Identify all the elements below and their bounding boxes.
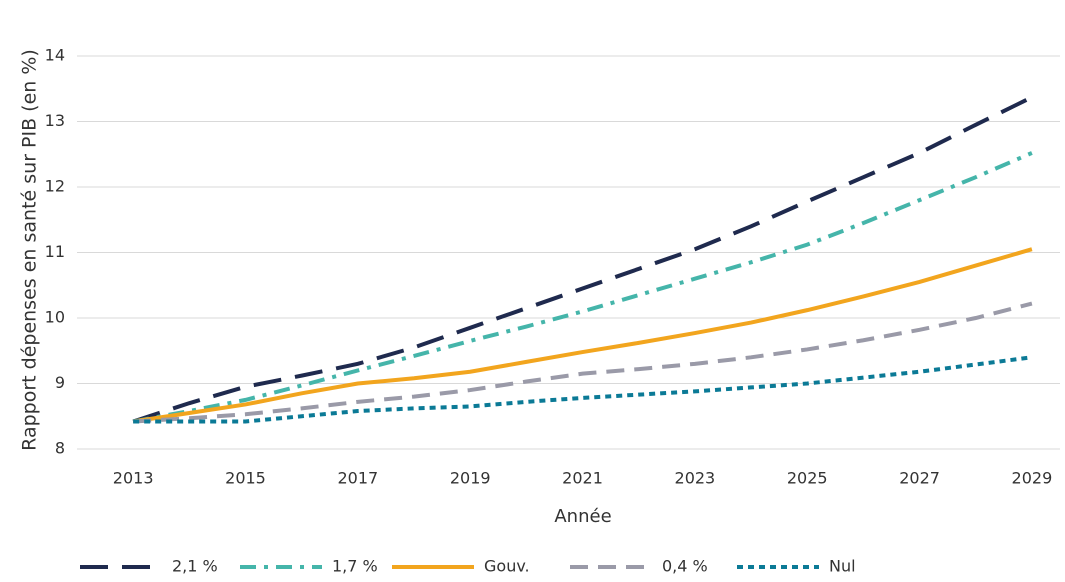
x-tick-label: 2025 <box>787 469 828 488</box>
legend-label: 2,1 % <box>172 557 218 576</box>
x-tick-label: 2023 <box>675 469 716 488</box>
y-tick-label: 9 <box>55 373 65 392</box>
x-tick-label: 2019 <box>450 469 491 488</box>
series-line <box>132 151 1033 424</box>
series-line <box>132 247 1033 424</box>
y-tick-label: 10 <box>45 308 65 327</box>
x-tick-label: 2027 <box>899 469 940 488</box>
y-tick-label: 11 <box>45 242 65 261</box>
x-tick-label: 2029 <box>1012 469 1053 488</box>
y-tick-label: 14 <box>45 46 65 65</box>
x-tick-label: 2013 <box>113 469 154 488</box>
x-axis-label: Année <box>554 506 611 527</box>
y-tick-label: 12 <box>45 177 65 196</box>
x-tick-label: 2015 <box>225 469 266 488</box>
legend-label: Gouv. <box>484 557 530 576</box>
x-tick-label: 2021 <box>562 469 603 488</box>
legend-label: 1,7 % <box>332 557 378 576</box>
y-tick-label: 8 <box>55 439 65 458</box>
x-tick-label: 2017 <box>337 469 378 488</box>
series-line <box>133 355 1033 424</box>
series-line <box>133 301 1033 424</box>
y-axis-label: Rapport dépenses en santé sur PIB (en %) <box>19 49 41 451</box>
series-line <box>132 95 1033 424</box>
legend-label: Nul <box>829 557 856 576</box>
legend-label: 0,4 % <box>662 557 708 576</box>
y-tick-label: 13 <box>45 111 65 130</box>
